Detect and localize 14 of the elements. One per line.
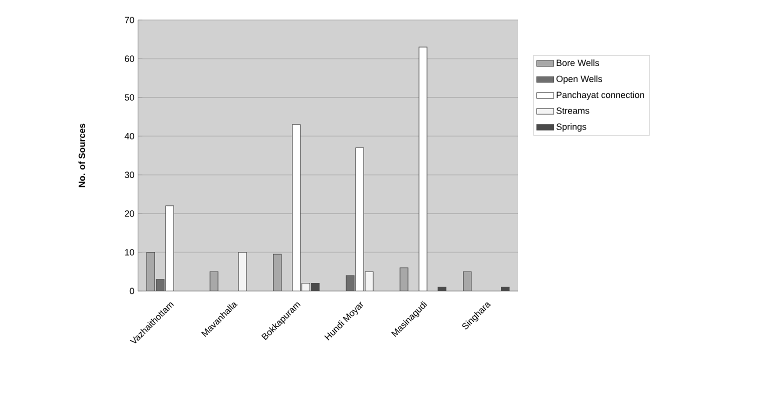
y-tick-label: 10 (125, 249, 134, 256)
y-tick-label: 70 (124, 16, 134, 24)
legend-label: Bore Wells (556, 59, 600, 66)
y-tick-label: 20 (124, 210, 134, 217)
y-tick-label: 50 (124, 94, 134, 101)
y-tick-label: 0 (130, 288, 134, 294)
y-tick-label: 40 (124, 132, 134, 140)
y-axis-title: No. of Sources (78, 124, 86, 188)
legend-label: Streams (556, 107, 590, 114)
legend-label: Open Wells (556, 75, 602, 84)
y-tick-label: 30 (124, 172, 134, 178)
legend-label: Panchayat connection (556, 91, 644, 100)
y-tick-label: 60 (124, 56, 134, 62)
legend-label: Springs (556, 123, 586, 132)
